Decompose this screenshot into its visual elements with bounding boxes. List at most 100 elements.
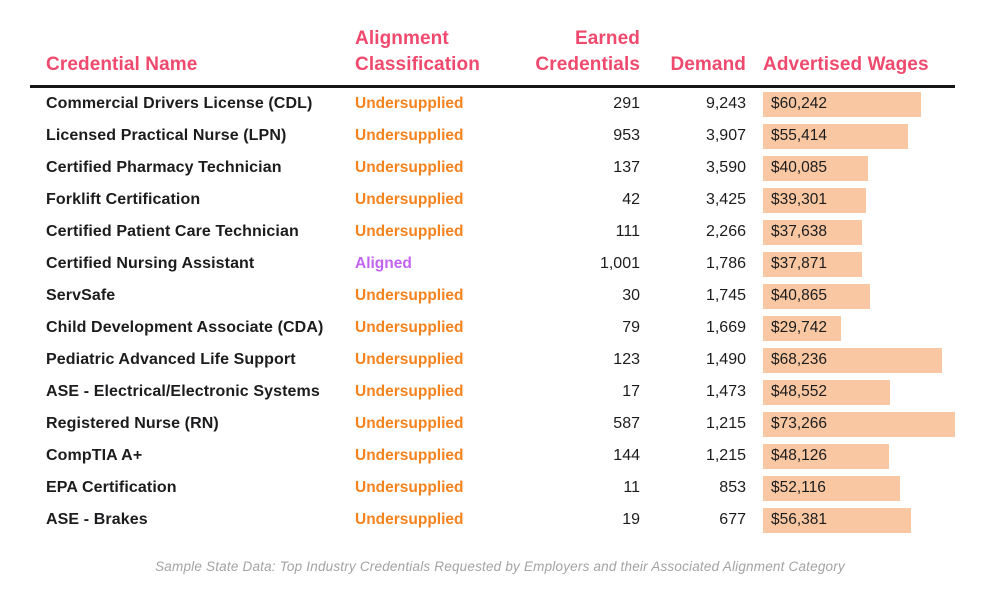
- wage-bar: $37,638: [763, 219, 862, 245]
- wage-bar: $73,266: [763, 411, 955, 437]
- earned-credentials-cell: 42: [622, 191, 640, 209]
- alignment-classification-cell: Undersupplied: [355, 127, 464, 145]
- demand-cell: 1,490: [705, 351, 746, 369]
- advertised-wages-cell: $39,301: [746, 184, 955, 216]
- header-alignment-classification: Alignment Classification: [355, 28, 480, 75]
- credential-name-cell: ASE - Brakes: [46, 511, 148, 529]
- table-row: CompTIA A+ Undersupplied 144 1,215 $48,1…: [30, 440, 955, 472]
- alignment-classification-cell: Undersupplied: [355, 287, 464, 305]
- table-body: Commercial Drivers License (CDL) Undersu…: [30, 88, 955, 536]
- advertised-wages-cell: $37,638: [746, 216, 955, 248]
- wage-bar: $55,414: [763, 123, 909, 149]
- wage-label: $60,242: [771, 95, 828, 113]
- demand-cell: 853: [719, 479, 746, 497]
- demand-cell: 1,669: [705, 319, 746, 337]
- demand-cell: 1,745: [705, 287, 746, 305]
- wage-bar: $56,381: [763, 507, 911, 533]
- credential-name-cell: ServSafe: [46, 287, 116, 305]
- earned-credentials-cell: 19: [622, 511, 640, 529]
- alignment-classification-cell: Undersupplied: [355, 351, 464, 369]
- table-row: Commercial Drivers License (CDL) Undersu…: [30, 88, 955, 120]
- wage-label: $29,742: [771, 319, 828, 337]
- table-row: Certified Patient Care Technician Unders…: [30, 216, 955, 248]
- earned-credentials-cell: 291: [613, 95, 640, 113]
- demand-cell: 677: [719, 511, 746, 529]
- advertised-wages-cell: $60,242: [746, 88, 955, 120]
- wage-label: $37,871: [771, 255, 828, 273]
- alignment-classification-cell: Undersupplied: [355, 383, 464, 401]
- table-row: Registered Nurse (RN) Undersupplied 587 …: [30, 408, 955, 440]
- demand-cell: 3,425: [705, 191, 746, 209]
- wage-label: $40,865: [771, 287, 828, 305]
- header-demand: Demand: [670, 53, 746, 75]
- alignment-classification-cell: Undersupplied: [355, 159, 464, 177]
- table-row: Forklift Certification Undersupplied 42 …: [30, 184, 955, 216]
- wage-label: $37,638: [771, 223, 828, 241]
- advertised-wages-cell: $55,414: [746, 120, 955, 152]
- table-row: EPA Certification Undersupplied 11 853 $…: [30, 472, 955, 504]
- wage-label: $56,381: [771, 511, 828, 529]
- earned-credentials-cell: 1,001: [599, 255, 640, 273]
- wage-label: $52,116: [771, 479, 826, 497]
- table-row: Pediatric Advanced Life Support Undersup…: [30, 344, 955, 376]
- demand-cell: 1,215: [705, 415, 746, 433]
- credential-name-cell: Certified Nursing Assistant: [46, 255, 255, 273]
- wage-label: $48,126: [771, 447, 828, 465]
- table-row: Child Development Associate (CDA) Unders…: [30, 312, 955, 344]
- table-row: ASE - Brakes Undersupplied 19 677 $56,38…: [30, 504, 955, 536]
- alignment-classification-cell: Aligned: [355, 255, 412, 273]
- wage-bar: $48,552: [763, 379, 891, 405]
- table-row: Licensed Practical Nurse (LPN) Undersupp…: [30, 120, 955, 152]
- table-caption: Sample State Data: Top Industry Credenti…: [155, 559, 845, 575]
- alignment-classification-cell: Undersupplied: [355, 511, 464, 529]
- credential-name-cell: Certified Patient Care Technician: [46, 223, 299, 241]
- wage-label: $40,085: [771, 159, 828, 177]
- wage-label: $68,236: [771, 351, 828, 369]
- table-row: Certified Nursing Assistant Aligned 1,00…: [30, 248, 955, 280]
- wage-bar: $40,865: [763, 283, 871, 309]
- demand-cell: 1,215: [705, 447, 746, 465]
- credential-name-cell: Pediatric Advanced Life Support: [46, 351, 296, 369]
- wage-bar: $37,871: [763, 251, 863, 277]
- advertised-wages-cell: $56,381: [746, 504, 955, 536]
- advertised-wages-cell: $29,742: [746, 312, 955, 344]
- table-row: ServSafe Undersupplied 30 1,745 $40,865: [30, 280, 955, 312]
- earned-credentials-cell: 123: [613, 351, 640, 369]
- credential-name-cell: EPA Certification: [46, 479, 177, 497]
- alignment-classification-cell: Undersupplied: [355, 415, 464, 433]
- advertised-wages-cell: $40,865: [746, 280, 955, 312]
- earned-credentials-cell: 587: [613, 415, 640, 433]
- table-row: Certified Pharmacy Technician Undersuppl…: [30, 152, 955, 184]
- demand-cell: 1,786: [705, 255, 746, 273]
- header-earned-credentials: Earned Credentials: [535, 28, 640, 75]
- wage-bar: $40,085: [763, 155, 869, 181]
- credential-name-cell: Certified Pharmacy Technician: [46, 159, 282, 177]
- table-header-row: Credential Name Alignment Classification…: [30, 26, 955, 85]
- advertised-wages-cell: $73,266: [746, 408, 955, 440]
- demand-cell: 3,590: [705, 159, 746, 177]
- advertised-wages-cell: $48,126: [746, 440, 955, 472]
- wage-bar: $48,126: [763, 443, 890, 469]
- demand-cell: 2,266: [705, 223, 746, 241]
- earned-credentials-cell: 953: [613, 127, 640, 145]
- alignment-classification-cell: Undersupplied: [355, 95, 464, 113]
- advertised-wages-cell: $48,552: [746, 376, 955, 408]
- advertised-wages-cell: $52,116: [746, 472, 955, 504]
- header-credential-name: Credential Name: [46, 53, 198, 75]
- wage-bar: $29,742: [763, 315, 841, 341]
- credential-name-cell: Child Development Associate (CDA): [46, 319, 324, 337]
- credential-name-cell: Registered Nurse (RN): [46, 415, 219, 433]
- demand-cell: 9,243: [705, 95, 746, 113]
- wage-label: $55,414: [771, 127, 828, 145]
- earned-credentials-cell: 11: [623, 479, 640, 497]
- table-row: ASE - Electrical/Electronic Systems Unde…: [30, 376, 955, 408]
- alignment-classification-cell: Undersupplied: [355, 191, 464, 209]
- wage-bar: $68,236: [763, 347, 942, 373]
- wage-bar: $39,301: [763, 187, 866, 213]
- alignment-classification-cell: Undersupplied: [355, 223, 464, 241]
- wage-label: $39,301: [771, 191, 828, 209]
- credential-name-cell: ASE - Electrical/Electronic Systems: [46, 383, 320, 401]
- advertised-wages-cell: $40,085: [746, 152, 955, 184]
- credential-name-cell: CompTIA A+: [46, 447, 143, 465]
